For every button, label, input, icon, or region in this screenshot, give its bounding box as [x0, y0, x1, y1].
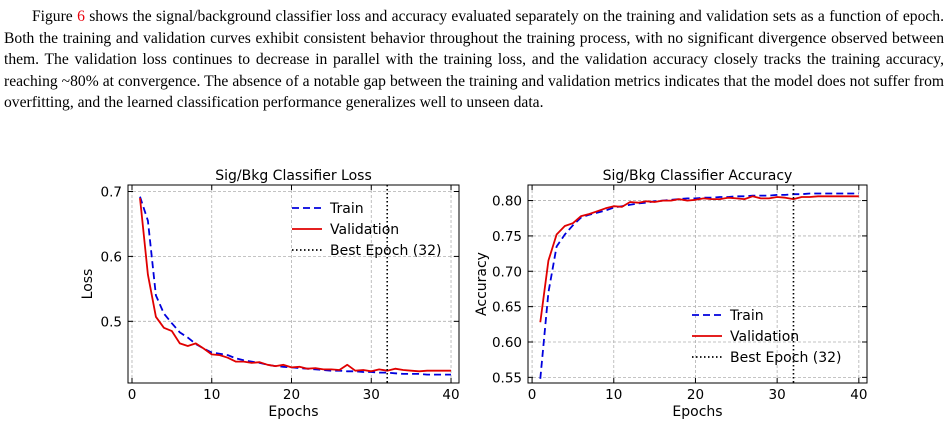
plot-frame [127, 184, 460, 384]
x-tick-label: 40 [850, 387, 867, 403]
y-tick-label: 0.60 [492, 335, 522, 351]
x-tick-label: 10 [203, 387, 220, 403]
body-paragraph: Figure 6 shows the signal/background cla… [4, 6, 944, 114]
series-line-validation [539, 195, 859, 323]
chart-title: Sig/Bkg Classifier Accuracy [603, 168, 793, 184]
legend-label: Best Epoch (32) [730, 350, 842, 366]
legend-label: Validation [730, 329, 799, 345]
y-tick-label: 0.7 [101, 184, 122, 200]
x-axis-label: Epochs [672, 404, 722, 420]
legend-label: Best Epoch (32) [330, 243, 442, 259]
series-line-validation [139, 197, 451, 373]
y-tick-label: 0.5 [101, 314, 122, 330]
loss-chart: 0 10 20 30 40 0.5 0.6 0.7 Sig/Bkg Classifier Los… [80, 168, 460, 420]
chart-title: Sig/Bkg Classifier Loss [215, 168, 372, 184]
y-axis-label: Loss [80, 269, 96, 300]
y-axis-label: Accuracy [474, 252, 490, 316]
legend-label: Train [329, 201, 364, 217]
y-tick-label: 0.80 [492, 194, 522, 210]
accuracy-chart: 0 10 20 30 40 0.55 0.60 0.65 0.70 0.75 0.80 Sig/Bkg… [474, 168, 868, 420]
x-tick-label: 0 [528, 387, 537, 403]
plot-frame [527, 184, 868, 384]
x-tick-label: 0 [128, 387, 137, 403]
legend-label: Train [729, 308, 764, 324]
x-tick-label: 20 [687, 387, 704, 403]
x-tick-label: 40 [442, 387, 459, 403]
legend-label: Validation [330, 222, 399, 238]
y-tick-label: 0.65 [492, 300, 522, 316]
y-tick-label: 0.55 [492, 370, 522, 386]
x-tick-label: 10 [605, 387, 622, 403]
y-tick-label: 0.6 [101, 249, 122, 265]
paragraph-body: shows the signal/background classifier l… [4, 8, 944, 112]
series-line-train [139, 196, 451, 376]
series-line-train [539, 192, 859, 379]
x-tick-label: 30 [769, 387, 786, 403]
y-tick-label: 0.70 [492, 264, 522, 280]
y-tick-label: 0.75 [492, 229, 522, 245]
x-tick-label: 30 [363, 387, 380, 403]
paragraph-lead: Figure [32, 8, 78, 25]
x-axis-label: Epochs [268, 404, 318, 420]
x-tick-label: 20 [283, 387, 300, 403]
figure-reference-link[interactable]: 6 [77, 8, 85, 25]
